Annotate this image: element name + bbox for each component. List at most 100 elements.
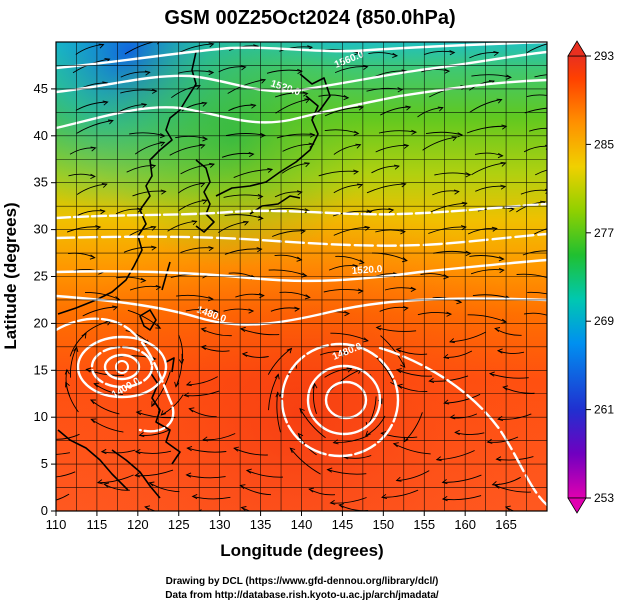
colorbar-min-arrow: [567, 497, 587, 514]
x-tick-label: 140: [291, 517, 313, 532]
colorbar-max-arrow: [567, 40, 587, 57]
streamline: [228, 45, 259, 52]
streamline-arrowhead: [547, 314, 552, 318]
streamline: [269, 207, 310, 212]
streamline-arrowhead: [134, 448, 141, 455]
streamline: [376, 327, 417, 332]
streamline: [470, 269, 504, 275]
streamline-arrowhead: [428, 377, 435, 384]
streamline: [428, 226, 466, 234]
streamline: [268, 374, 279, 411]
streamline: [82, 306, 118, 317]
x-tick-label: 115: [87, 517, 108, 532]
streamline: [467, 227, 497, 235]
streamline: [120, 71, 150, 78]
streamline: [274, 191, 302, 198]
streamline-arrowhead: [248, 308, 255, 314]
streamline-arrowhead: [443, 399, 450, 405]
streamline: [318, 94, 349, 99]
streamline: [489, 373, 529, 379]
streamline: [368, 52, 398, 57]
streamline-arrowhead: [240, 65, 247, 71]
streamline-arrowhead: [309, 132, 316, 138]
streamline: [184, 390, 220, 397]
streamline: [276, 392, 281, 433]
streamline: [425, 131, 463, 136]
streamline: [495, 484, 531, 493]
streamline: [534, 169, 547, 176]
streamline: [505, 506, 515, 511]
streamline-arrowhead: [202, 136, 209, 142]
streamline: [101, 449, 136, 454]
streamline-arrowhead: [558, 106, 563, 110]
streamline: [469, 99, 502, 113]
streamline: [135, 469, 174, 477]
streamline-arrowhead: [402, 305, 409, 312]
colorbar-tick-label: 293: [594, 49, 614, 63]
streamline: [176, 294, 213, 300]
streamline-arrowhead: [114, 296, 121, 302]
streamline: [268, 269, 307, 277]
streamline-arrowhead: [274, 373, 280, 380]
streamline-arrowhead: [174, 381, 180, 388]
map-plot: 1560.0 1520.0 1520.0 1480.0 1480.0 1400.…: [56, 42, 563, 511]
streamline-arrowhead: [207, 296, 214, 302]
streamline-arrowhead: [441, 496, 448, 502]
x-axis-label: Longitude (degrees): [220, 541, 383, 560]
streamline: [177, 43, 214, 54]
y-axis-label: Latitude (degrees): [1, 202, 20, 349]
streamline: [396, 369, 433, 377]
streamline-arrowhead: [396, 383, 403, 389]
streamline: [185, 309, 219, 313]
streamline-arrowhead: [102, 100, 109, 106]
streamline-arrowhead: [392, 52, 399, 59]
streamline-arrowhead: [400, 182, 407, 188]
streamline: [75, 44, 104, 55]
streamline-arrowhead: [144, 70, 151, 76]
streamline: [225, 133, 265, 137]
streamline-arrowhead: [93, 382, 100, 388]
streamline: [329, 368, 362, 392]
wind-streamlines: [56, 42, 563, 511]
streamline-arrowhead: [446, 311, 453, 317]
y-tick-label: 40: [34, 128, 48, 143]
streamline: [312, 383, 317, 414]
streamline-arrowhead: [451, 136, 458, 142]
streamline-arrowhead: [185, 381, 192, 387]
x-tick-label: 135: [250, 517, 272, 532]
streamline-arrowhead: [256, 247, 263, 253]
streamline: [228, 104, 256, 112]
streamline: [186, 376, 218, 386]
streamline-arrowhead: [437, 106, 444, 112]
streamline: [149, 482, 180, 493]
streamline: [218, 221, 249, 233]
streamline-arrowhead: [64, 368, 70, 375]
streamline: [492, 476, 521, 486]
streamline: [56, 471, 76, 478]
x-tick-label: 125: [168, 517, 190, 532]
streamline: [444, 350, 473, 358]
streamline-arrowhead: [550, 95, 555, 99]
streamline: [323, 289, 363, 293]
credit-line-2: Data from http://database.rish.kyoto-u.a…: [165, 590, 439, 601]
streamline-arrowhead: [394, 164, 400, 170]
page-title: GSM 00Z25Oct2024 (850.0hPa): [164, 7, 455, 29]
streamline-arrowhead: [140, 277, 147, 283]
streamline-arrowhead: [326, 467, 333, 473]
streamline: [235, 293, 264, 298]
streamline-arrowhead: [500, 184, 507, 190]
streamline-arrowhead: [100, 448, 107, 455]
streamline: [124, 42, 156, 55]
streamline: [442, 495, 482, 501]
streamline-arrowhead: [135, 410, 142, 416]
streamline: [233, 447, 268, 456]
colorbar: 293 285 277 269 261 253: [567, 40, 614, 514]
streamline-arrowhead: [208, 42, 215, 48]
streamline: [186, 474, 226, 479]
streamline-arrowhead: [136, 207, 143, 213]
streamline-arrowhead: [208, 246, 215, 252]
streamline-arrowhead: [289, 447, 296, 453]
streamline: [524, 107, 547, 114]
streamline-arrowhead: [405, 105, 412, 111]
streamline: [403, 412, 423, 443]
